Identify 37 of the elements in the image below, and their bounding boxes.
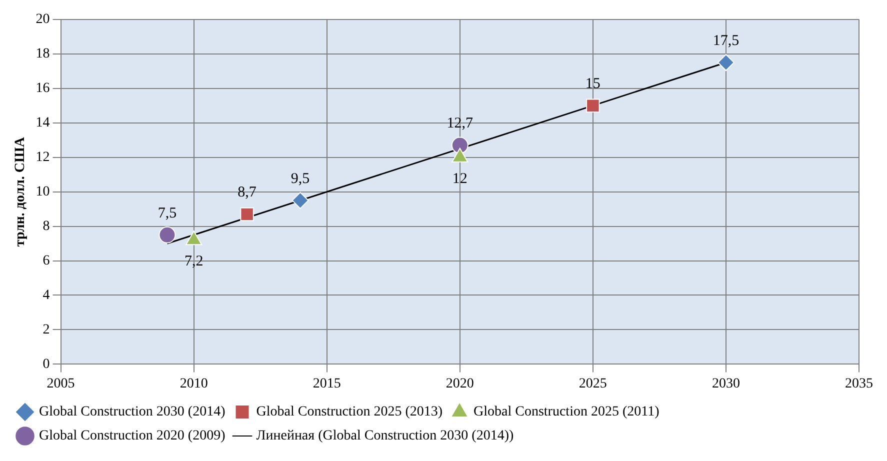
data-label: 15 [585,76,600,92]
x-tick-label: 2030 [712,376,740,392]
x-tick-label: 2025 [578,376,607,392]
legend-label: Global Construction 2020 (2009) [39,428,226,444]
y-tick-label: 10 [36,184,50,200]
x-tick-label: 2035 [845,376,873,392]
x-tick-label: 2020 [446,376,474,392]
data-label: 7,2 [184,254,204,270]
data-label: 12 [452,170,468,187]
legend-label: Global Construction 2030 (2014) [39,404,226,420]
data-label: 17,5 [712,32,740,49]
point [717,54,734,71]
legend-label: Линейная (Global Construction 2030 (2014)) [256,428,514,444]
data-label: 12,7 [446,116,474,132]
point [586,98,600,112]
y-tick-label: 6 [42,253,50,268]
legend-label: Global Construction 2025 (2013) [256,404,443,420]
y-tick-label: 20 [36,12,50,28]
y-tick-label: 14 [36,116,50,131]
data-label: 9,5 [290,170,310,187]
y-tick-label: 4 [42,288,50,303]
x-tick-label: 2015 [312,376,341,392]
data-label: 8,7 [238,184,257,201]
point [240,207,254,222]
x-tick-label: 2010 [180,376,208,392]
y-tick-label: 16 [36,81,50,96]
y-tick-label: 12 [36,150,50,165]
data-label: 7,5 [158,205,177,222]
legend-label: Global Construction 2025 (2011) [474,404,660,420]
y-tick-label: 18 [36,46,50,62]
x-tick-label: 2005 [46,376,75,392]
y-tick-label: 8 [42,218,50,234]
point [292,192,309,209]
point [158,226,176,244]
y-tick-label: 0 [42,356,50,372]
y-tick-label: 2 [42,322,50,338]
y-axis-title: трлн. долл. США [13,136,28,247]
